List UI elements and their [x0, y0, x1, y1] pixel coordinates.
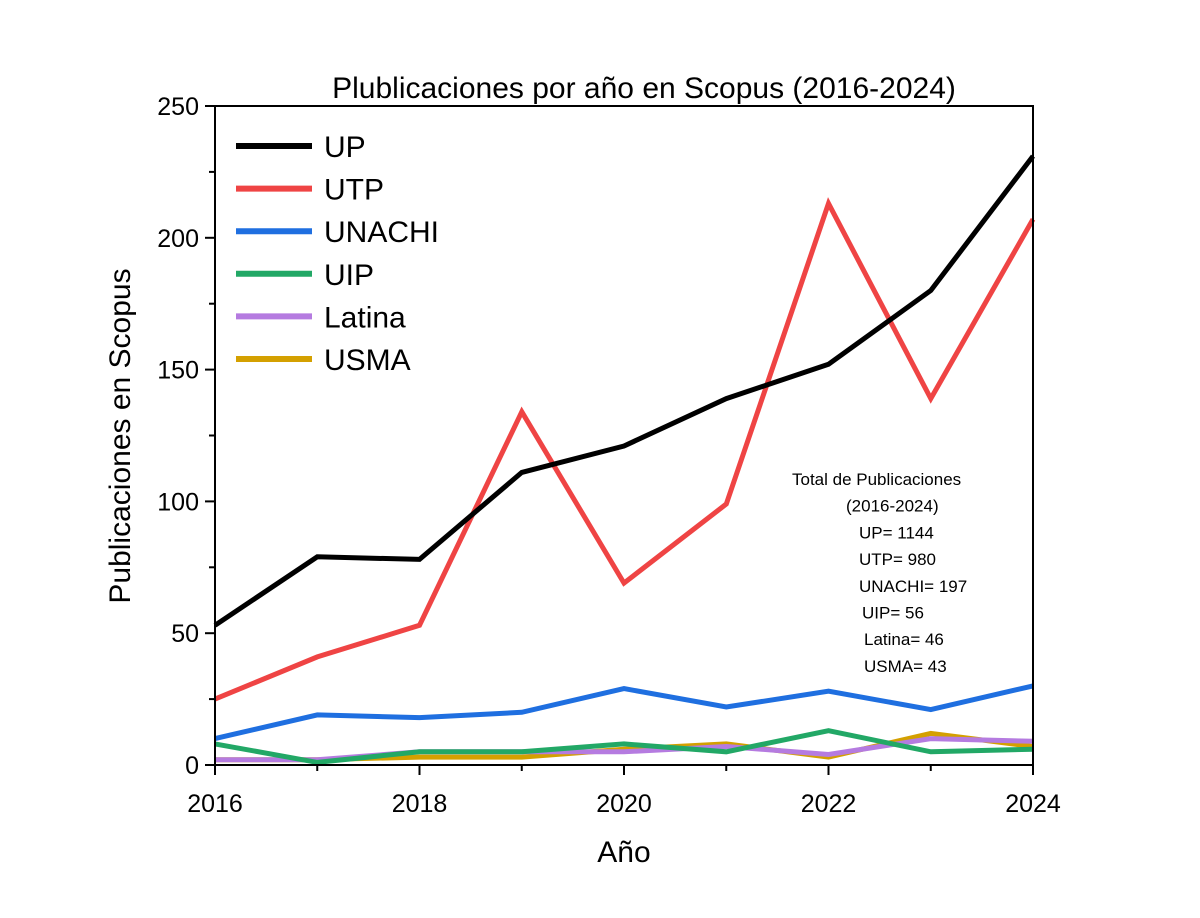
legend-label-up: UP [324, 131, 366, 164]
x-axis-label: Año [597, 836, 650, 869]
x-axis: 2016 2018 2020 2022 2024 [187, 765, 1061, 818]
x-tick-label: 2024 [1005, 790, 1061, 818]
y-tick-label: 150 [157, 357, 199, 385]
y-axis-label: Publicaciones en Scopus [104, 268, 137, 603]
series-line-uip [214, 728, 1034, 765]
legend-label-utp: UTP [324, 174, 384, 207]
totals-annotation-line: Latina= 46 [864, 630, 944, 649]
y-tick-label: 50 [171, 620, 199, 648]
y-tick-label: 250 [157, 93, 199, 121]
y-tick-label: 0 [185, 752, 199, 780]
legend: UP UTP UNACHI UIP Latina USMA [236, 131, 439, 377]
totals-annotation: Total de Publicaciones (2016-2024) UP= 114… [792, 470, 967, 676]
series-line-unachi [214, 683, 1034, 742]
y-tick-label: 200 [157, 225, 199, 253]
series-layer [213, 154, 1036, 765]
chart-title: Plublicaciones por año en Scopus (2016-2… [332, 72, 956, 105]
totals-annotation-line: Total de Publicaciones [792, 470, 961, 489]
y-tick-label: 100 [157, 488, 199, 516]
x-tick-label: 2018 [392, 790, 448, 818]
legend-label-uip: UIP [324, 259, 374, 292]
totals-annotation-line: UTP= 980 [859, 550, 936, 569]
series-line-up [213, 154, 1035, 628]
y-axis: 0 50 100 150 200 250 [157, 93, 215, 780]
totals-annotation-line: UP= 1144 [859, 523, 934, 542]
x-tick-label: 2016 [187, 790, 243, 818]
x-tick-label: 2022 [801, 790, 857, 818]
totals-annotation-line: UIP= 56 [862, 604, 924, 623]
totals-annotation-line: UNACHI= 197 [859, 577, 967, 596]
legend-label-usma: USMA [324, 344, 411, 377]
legend-label-latina: Latina [324, 301, 406, 334]
totals-annotation-line: USMA= 43 [864, 657, 947, 676]
series-line-utp [214, 197, 1036, 702]
totals-annotation-line: (2016-2024) [846, 497, 939, 516]
legend-label-unachi: UNACHI [324, 216, 439, 249]
x-tick-label: 2020 [596, 790, 652, 818]
